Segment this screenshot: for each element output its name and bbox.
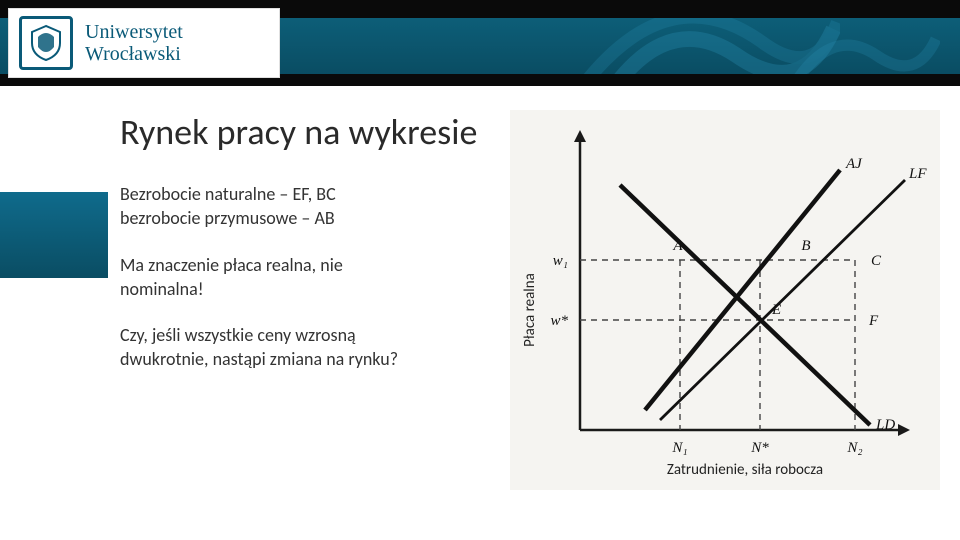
paragraph-1: Bezrobocie naturalne – EF, BC bezrobocie… (120, 182, 480, 231)
university-name-line1: Uniwersytet (85, 21, 183, 43)
p2-l1: Ma znaczenie płaca realna, nie (120, 254, 343, 276)
p3-l2: dwukrotnie, nastąpi zmiana na rynku? (120, 348, 398, 370)
university-name: Uniwersytet Wrocławski (85, 21, 183, 65)
svg-text:w*: w* (550, 313, 568, 329)
svg-text:w₁: w₁ (553, 253, 568, 269)
slide-content: Rynek pracy na wykresie Bezrobocie natur… (120, 110, 940, 520)
svg-text:LF: LF (908, 166, 927, 182)
svg-text:Płaca realna: Płaca realna (521, 273, 539, 347)
paragraph-3: Czy, jeśli wszystkie ceny wzrosną dwukro… (120, 323, 480, 372)
text-column: Rynek pracy na wykresie Bezrobocie natur… (120, 110, 510, 520)
paragraph-2: Ma znaczenie płaca realna, nie nominalna… (120, 253, 480, 302)
svg-text:LD: LD (875, 417, 895, 433)
swirl-decoration-icon (780, 18, 940, 74)
p1-l2: bezrobocie przymusowe – AB (120, 207, 335, 229)
slide-title: Rynek pracy na wykresie (120, 110, 500, 154)
chart-svg: A B C E F AJ LF LD w₁ w* N₁ N* N₂ Płaca realna Zatrudn… (510, 110, 940, 490)
svg-text:A: A (672, 238, 683, 254)
p3-l1: Czy, jeśli wszystkie ceny wzrosną (120, 324, 356, 346)
svg-text:B: B (801, 238, 810, 254)
svg-text:N₂: N₂ (846, 440, 862, 456)
svg-text:N₁: N₁ (671, 440, 687, 456)
university-logo: Uniwersytet Wrocławski (8, 8, 280, 78)
svg-text:AJ: AJ (845, 156, 863, 172)
p1-l1: Bezrobocie naturalne – EF, BC (120, 183, 336, 205)
university-seal-icon (19, 16, 73, 70)
svg-text:F: F (868, 313, 879, 329)
svg-text:E: E (771, 302, 781, 318)
left-accent-stripe (0, 192, 108, 278)
svg-text:N*: N* (750, 440, 769, 456)
university-name-line2: Wrocławski (85, 43, 183, 65)
left-accent-column (0, 86, 108, 540)
labor-market-chart: A B C E F AJ LF LD w₁ w* N₁ N* N₂ Płaca realna Zatrudn… (510, 110, 940, 490)
svg-text:Zatrudnienie, siła robocza: Zatrudnienie, siła robocza (667, 461, 823, 479)
slide-header: Uniwersytet Wrocławski (0, 0, 960, 90)
p2-l2: nominalna! (120, 278, 204, 300)
svg-text:C: C (871, 253, 882, 269)
